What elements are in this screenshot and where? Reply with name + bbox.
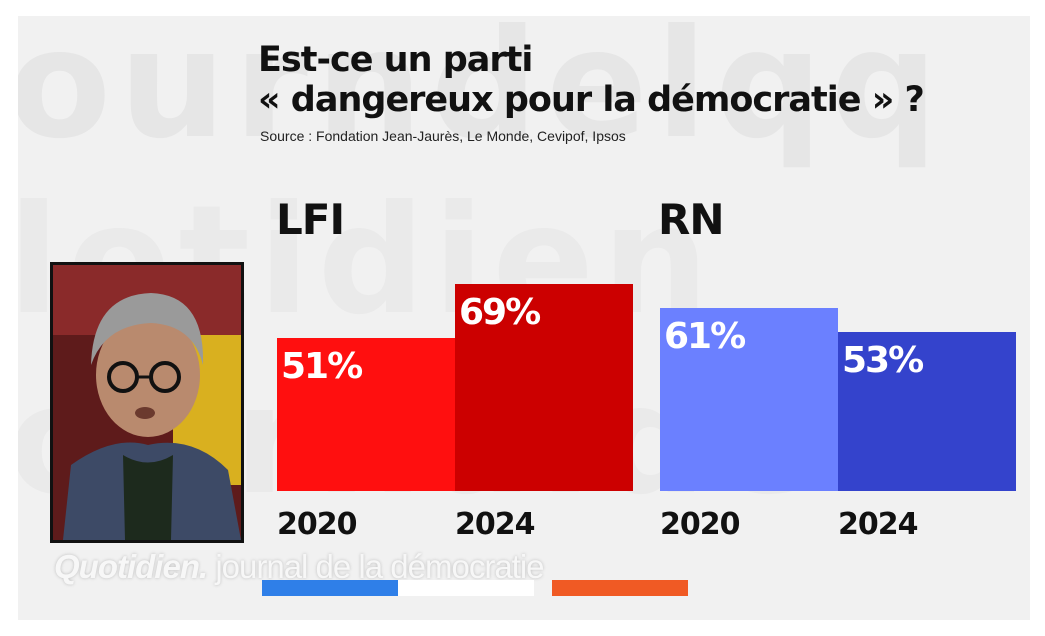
footer-brand: Quotidien. — [54, 548, 208, 585]
person-portrait-icon — [53, 265, 241, 540]
slide-title: Est-ce un parti « dangereux pour la démo… — [258, 40, 925, 120]
tick-label-lfi-2024: 2024 — [455, 507, 535, 542]
title-line-2: « dangereux pour la démocratie » ? — [258, 80, 925, 120]
stripe-blue — [262, 580, 398, 596]
tick-label-lfi-2020: 2020 — [277, 507, 357, 542]
source-note: Source : Fondation Jean-Jaurès, Le Monde… — [260, 128, 626, 144]
value-label-lfi-2024: 69% — [459, 292, 540, 333]
footer-tagline: journal de la démocratie — [215, 548, 544, 585]
title-line-1: Est-ce un parti — [258, 40, 533, 80]
bar-rn-2020 — [660, 308, 838, 491]
watermark-line-1: ourndelqq — [18, 16, 946, 172]
stripe-white — [398, 580, 534, 596]
stripe-orange — [552, 580, 688, 596]
chart-title-lfi: LFI — [276, 195, 345, 244]
footer-brand-line: Quotidien. journal de la démocratie — [54, 548, 545, 586]
chart-title-rn: RN — [658, 195, 724, 244]
tick-label-rn-2024: 2024 — [838, 507, 918, 542]
value-label-lfi-2020: 51% — [281, 346, 362, 387]
bar-lfi-2020 — [277, 338, 455, 491]
value-label-rn-2024: 53% — [842, 340, 923, 381]
value-label-rn-2020: 61% — [664, 316, 745, 357]
bar-rn-2024 — [838, 332, 1016, 491]
tick-label-rn-2020: 2020 — [660, 507, 740, 542]
bar-lfi-2024 — [455, 284, 633, 491]
guest-photo — [50, 262, 244, 543]
